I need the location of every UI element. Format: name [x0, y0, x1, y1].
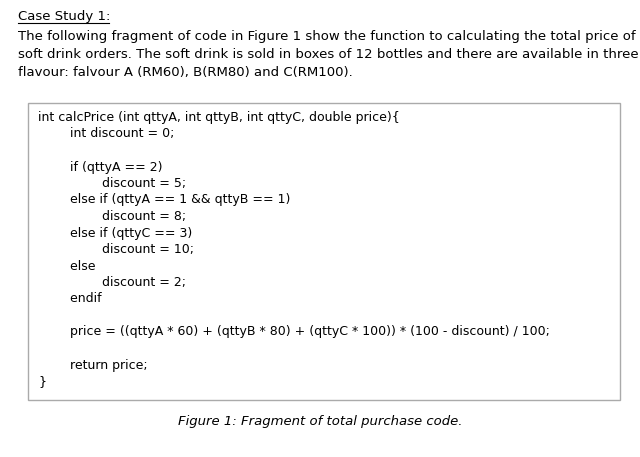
Text: return price;: return price; — [38, 358, 148, 372]
Text: }: } — [38, 375, 46, 388]
Text: else if (qttyC == 3): else if (qttyC == 3) — [38, 227, 192, 239]
Text: discount = 5;: discount = 5; — [38, 177, 186, 190]
Text: else if (qttyA == 1 && qttyB == 1): else if (qttyA == 1 && qttyB == 1) — [38, 193, 291, 207]
Text: discount = 10;: discount = 10; — [38, 243, 194, 256]
Text: The following fragment of code in Figure 1 show the function to calculating the : The following fragment of code in Figure… — [18, 30, 636, 43]
Text: Figure 1: Fragment of total purchase code.: Figure 1: Fragment of total purchase cod… — [178, 415, 462, 428]
FancyBboxPatch shape — [28, 103, 620, 400]
Text: Case Study 1:: Case Study 1: — [18, 10, 110, 23]
Text: flavour: falvour A (RM60), B(RM80) and C(RM100).: flavour: falvour A (RM60), B(RM80) and C… — [18, 66, 353, 79]
Text: discount = 8;: discount = 8; — [38, 210, 186, 223]
Text: endif: endif — [38, 292, 102, 305]
Text: else: else — [38, 260, 95, 272]
Text: int discount = 0;: int discount = 0; — [38, 128, 174, 140]
Text: if (qttyA == 2): if (qttyA == 2) — [38, 160, 163, 174]
Text: int calcPrice (int qttyA, int qttyB, int qttyC, double price){: int calcPrice (int qttyA, int qttyB, int… — [38, 111, 400, 124]
Text: price = ((qttyA * 60) + (qttyB * 80) + (qttyC * 100)) * (100 - discount) / 100;: price = ((qttyA * 60) + (qttyB * 80) + (… — [38, 325, 550, 339]
Text: discount = 2;: discount = 2; — [38, 276, 186, 289]
Text: soft drink orders. The soft drink is sold in boxes of 12 bottles and there are a: soft drink orders. The soft drink is sol… — [18, 48, 639, 61]
